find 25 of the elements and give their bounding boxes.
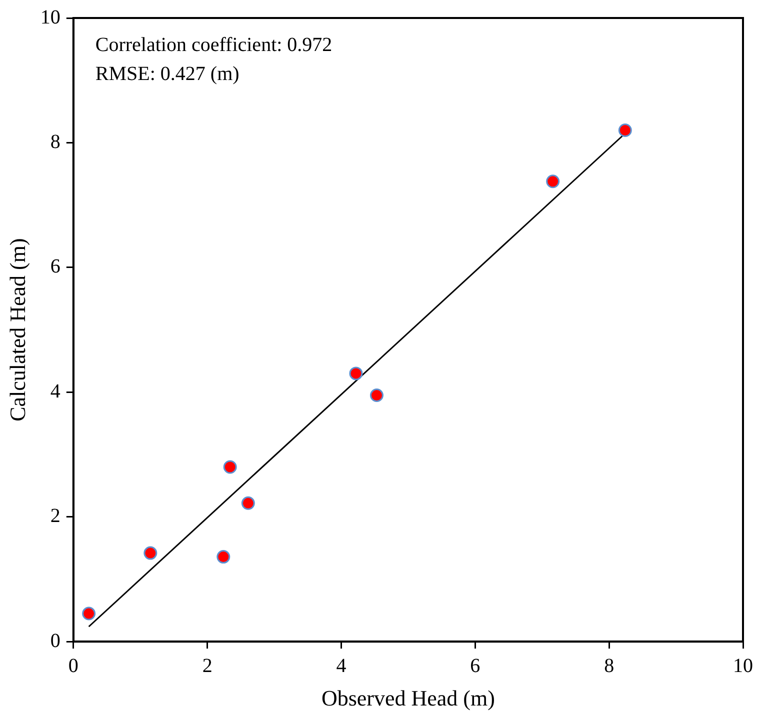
y-tick-label: 10 xyxy=(40,6,60,28)
x-tick-label: 2 xyxy=(202,654,212,677)
point xyxy=(370,388,384,402)
x-tick-label: 8 xyxy=(604,654,614,677)
y-tick-label: 4 xyxy=(50,380,60,402)
point xyxy=(241,496,255,510)
point xyxy=(546,174,560,188)
annotation: Correlation coefficient: 0.972 xyxy=(95,34,332,56)
x-tick-label: 10 xyxy=(733,654,753,677)
y-tick-label: 6 xyxy=(50,256,60,278)
point xyxy=(144,546,158,560)
point xyxy=(216,550,230,564)
y-tick-label: 2 xyxy=(50,505,60,528)
y-tick-label: 8 xyxy=(50,130,60,153)
point xyxy=(82,606,96,620)
x-tick-label: 6 xyxy=(470,654,480,677)
point xyxy=(349,366,363,380)
x-axis-title: Observed Head (m) xyxy=(321,686,495,711)
y-axis-title: Calculated Head (m) xyxy=(4,238,30,422)
annotation: RMSE: 0.427 (m) xyxy=(95,63,240,85)
point xyxy=(223,460,237,474)
point xyxy=(618,124,632,137)
x-tick-label: 4 xyxy=(336,654,346,677)
y-tick-label: 0 xyxy=(50,630,60,652)
x-tick-label: 0 xyxy=(68,654,78,677)
